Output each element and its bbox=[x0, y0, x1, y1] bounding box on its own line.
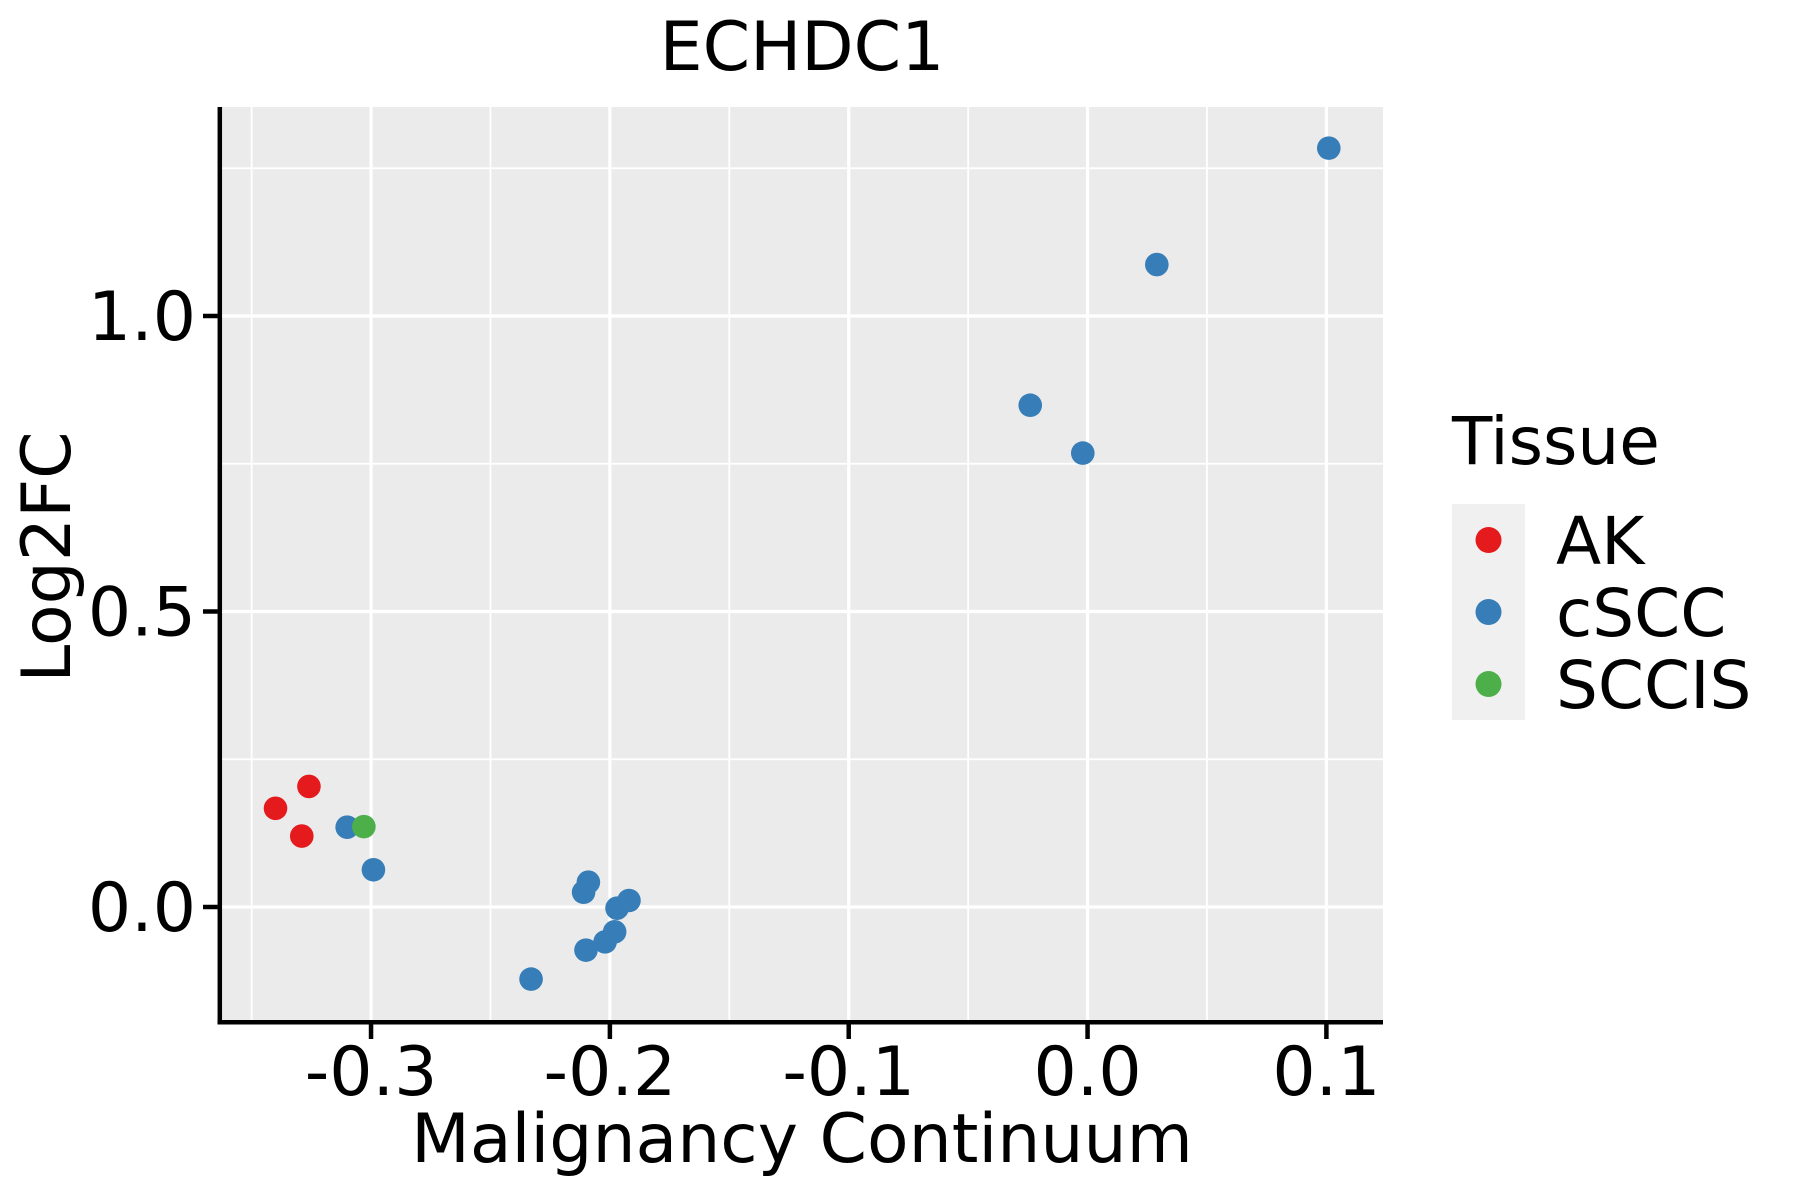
y-axis-ticks bbox=[203, 313, 218, 910]
plot-panel bbox=[222, 107, 1383, 1020]
point-cscc bbox=[335, 815, 359, 840]
major-gridlines bbox=[222, 107, 1383, 1020]
plot-title: ECHDC1 bbox=[660, 8, 945, 87]
minor-gridlines bbox=[222, 107, 1383, 1020]
point-cscc bbox=[617, 888, 641, 913]
x-tick-label: -0.2 bbox=[544, 1033, 677, 1112]
legend-dot-ak bbox=[1475, 527, 1502, 553]
x-tick-label: -0.3 bbox=[305, 1033, 438, 1112]
point-cscc bbox=[1018, 393, 1043, 418]
x-axis-title: Malignancy Continuum bbox=[411, 1100, 1193, 1179]
point-cscc bbox=[576, 870, 601, 894]
x-axis-tick-labels: -0.3 -0.2 -0.1 0.0 0.1 bbox=[305, 1033, 1381, 1112]
legend-label-sccis: SCCIS bbox=[1556, 647, 1751, 724]
x-axis-ticks bbox=[368, 1024, 1329, 1039]
y-tick-label: 0.0 bbox=[88, 869, 196, 948]
y-axis-tick-labels: 0.0 0.5 1.0 bbox=[88, 278, 196, 948]
point-cscc bbox=[1070, 441, 1095, 465]
point-ak bbox=[297, 774, 321, 799]
y-tick-label: 1.0 bbox=[88, 278, 196, 357]
point-cscc bbox=[519, 967, 543, 991]
point-cscc bbox=[361, 857, 386, 882]
legend-dot-sccis bbox=[1475, 671, 1502, 697]
legend-label-ak: AK bbox=[1556, 503, 1646, 580]
data-points bbox=[263, 136, 1341, 991]
point-sccis bbox=[352, 814, 376, 839]
x-tick-label: 0.0 bbox=[1033, 1033, 1141, 1112]
y-tick-label: 0.5 bbox=[88, 573, 196, 652]
axis-lines bbox=[217, 107, 1383, 1025]
legend-dot-cscc bbox=[1475, 599, 1502, 625]
point-ak bbox=[289, 824, 314, 848]
x-tick-label: 0.1 bbox=[1272, 1033, 1380, 1112]
legend: Tissue AK cSCC SCCIS bbox=[1451, 403, 1751, 724]
point-ak bbox=[263, 796, 288, 821]
legend-label-cscc: cSCC bbox=[1556, 575, 1726, 652]
point-cscc bbox=[574, 938, 598, 962]
point-cscc bbox=[1145, 252, 1169, 277]
point-cscc bbox=[602, 920, 627, 944]
point-cscc bbox=[1316, 136, 1341, 160]
x-tick-label: -0.1 bbox=[782, 1033, 915, 1112]
legend-title: Tissue bbox=[1451, 403, 1660, 480]
y-axis-title: Log2FC bbox=[8, 431, 87, 682]
